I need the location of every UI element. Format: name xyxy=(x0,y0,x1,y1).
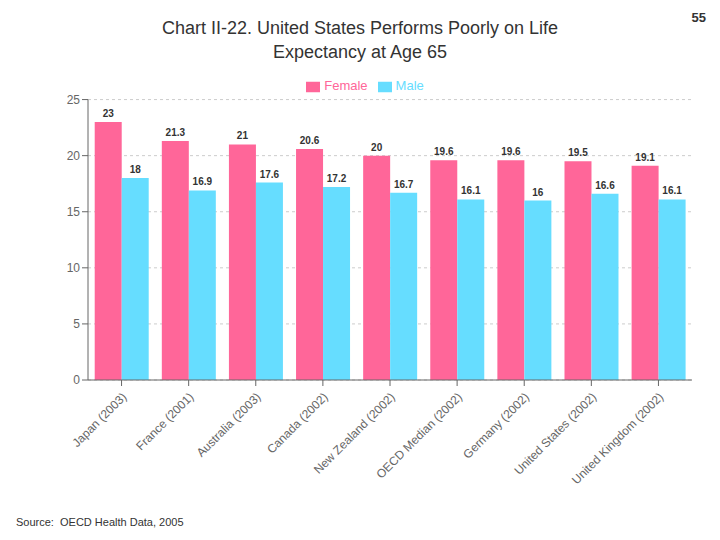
svg-text:17.6: 17.6 xyxy=(260,169,280,180)
html-text:Source: OECD Health Data, 2005: Source: OECD Health Data, 2005 xyxy=(16,516,184,528)
svg-text:20.6: 20.6 xyxy=(300,135,320,146)
svg-text:10: 10 xyxy=(67,261,81,275)
svg-text:0: 0 xyxy=(73,373,80,387)
svg-text:19.6: 19.6 xyxy=(501,146,521,157)
svg-text:19.1: 19.1 xyxy=(635,152,655,163)
svg-text:New Zealand (2002): New Zealand (2002) xyxy=(311,389,398,477)
html-text:55: 55 xyxy=(691,10,706,25)
svg-text:United Kingdom (2002): United Kingdom (2002) xyxy=(569,390,666,487)
svg-text:16.7: 16.7 xyxy=(394,179,414,190)
svg-text:18: 18 xyxy=(130,164,142,175)
svg-text:20: 20 xyxy=(67,149,81,163)
svg-text:19.6: 19.6 xyxy=(434,146,454,157)
html-text:Chart II-22. United States Per: Chart II-22. United States Performs Poor… xyxy=(161,18,559,62)
svg-text:16.9: 16.9 xyxy=(193,176,213,187)
svg-text:Canada (2002): Canada (2002) xyxy=(264,390,331,457)
svg-text:23: 23 xyxy=(103,108,115,119)
svg-text:25: 25 xyxy=(67,93,81,107)
svg-text:Germany (2002): Germany (2002) xyxy=(460,390,532,462)
html-text:Male: Male xyxy=(395,78,424,93)
html-text:Female: Female xyxy=(324,78,368,93)
svg-text:16.6: 16.6 xyxy=(595,180,615,191)
svg-text:20: 20 xyxy=(371,142,383,153)
svg-text:19.5: 19.5 xyxy=(568,147,588,158)
svg-text:5: 5 xyxy=(73,317,80,331)
svg-text:16: 16 xyxy=(532,187,544,198)
svg-text:15: 15 xyxy=(67,205,81,219)
svg-text:21: 21 xyxy=(237,130,249,141)
svg-text:21.3: 21.3 xyxy=(166,127,186,138)
svg-text:France (2001): France (2001) xyxy=(133,390,196,453)
svg-text:16.1: 16.1 xyxy=(662,185,682,196)
svg-text:OECD Median (2002): OECD Median (2002) xyxy=(373,390,464,481)
svg-text:United States (2002): United States (2002) xyxy=(511,389,600,478)
svg-text:Australia (2003): Australia (2003) xyxy=(194,390,264,460)
svg-text:17.2: 17.2 xyxy=(327,173,347,184)
svg-text:Japan (2003): Japan (2003) xyxy=(69,390,129,450)
svg-text:16.1: 16.1 xyxy=(461,185,481,196)
